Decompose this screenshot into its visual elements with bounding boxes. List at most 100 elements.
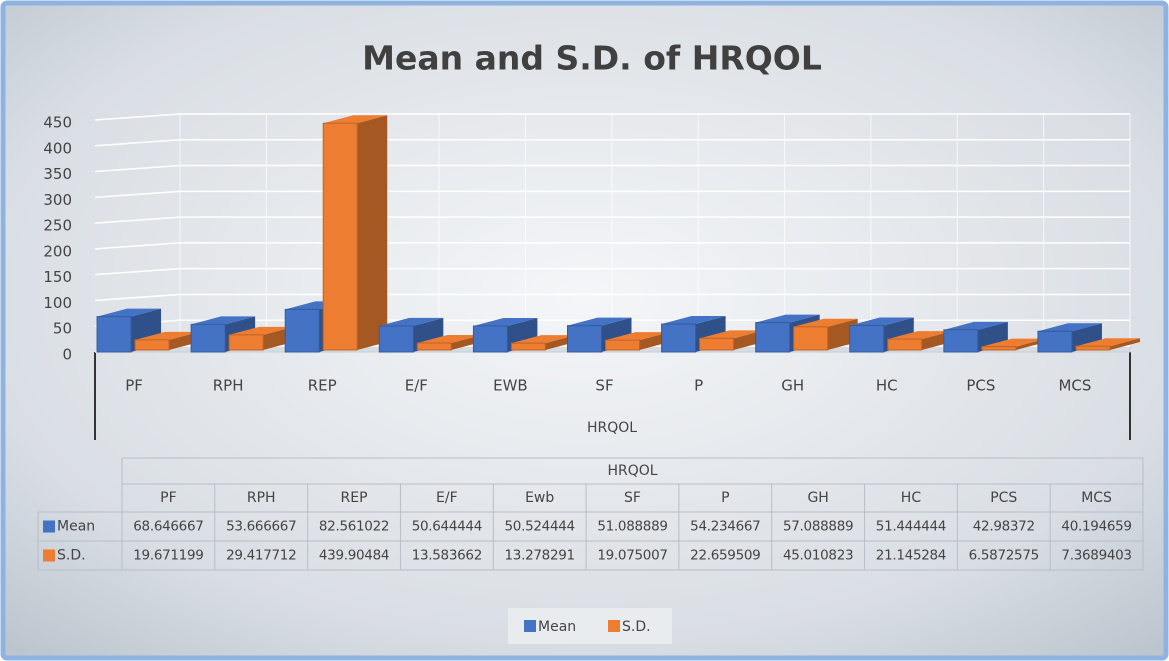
bar bbox=[849, 324, 885, 353]
table-cell: 7.3689403 bbox=[1061, 548, 1131, 564]
x-tick-label: MCS bbox=[1058, 377, 1091, 395]
table-legend-key bbox=[43, 549, 55, 562]
y-tick-label: 100 bbox=[43, 294, 72, 312]
table-cell: 57.088889 bbox=[783, 519, 853, 535]
bar-top bbox=[191, 316, 256, 325]
x-tick-label: REP bbox=[308, 377, 337, 395]
table-legend-key bbox=[43, 520, 55, 533]
y-tick-label: 0 bbox=[62, 346, 72, 364]
table-column-header: HC bbox=[901, 490, 922, 506]
side-grid-line bbox=[94, 293, 181, 302]
side-grid-line bbox=[94, 164, 181, 173]
bar bbox=[1037, 330, 1073, 353]
bar bbox=[472, 325, 508, 353]
bar-top bbox=[887, 331, 952, 340]
table-cell: 29.417712 bbox=[226, 548, 296, 564]
table-cell: 40.194659 bbox=[1061, 519, 1131, 535]
table-column-header: P bbox=[721, 490, 729, 506]
y-tick-label: 350 bbox=[43, 165, 72, 183]
bar bbox=[755, 322, 791, 353]
table-column-header: RPH bbox=[247, 490, 276, 506]
bar-side bbox=[357, 115, 388, 350]
bar-top bbox=[417, 334, 482, 343]
bar-top bbox=[755, 314, 820, 323]
bar bbox=[567, 325, 602, 353]
bar-side bbox=[1109, 338, 1140, 350]
x-tick-label: PCS bbox=[966, 377, 995, 395]
x-tick-label: PF bbox=[125, 377, 143, 395]
table-cell: 22.659509 bbox=[690, 548, 760, 564]
side-grid-line bbox=[94, 139, 181, 147]
table-column-header: MCS bbox=[1081, 490, 1112, 506]
table-title: HRQOL bbox=[607, 463, 657, 479]
table-cell: 19.671199 bbox=[133, 548, 203, 564]
side-grid-line bbox=[94, 113, 181, 121]
x-tick-label: RPH bbox=[213, 377, 244, 395]
y-tick-label: 450 bbox=[43, 114, 72, 132]
bar-top bbox=[473, 317, 538, 326]
table-cell: 50.524444 bbox=[505, 519, 575, 535]
table-cell: 53.666667 bbox=[226, 519, 296, 535]
table-cell: 51.088889 bbox=[597, 519, 667, 535]
y-tick-label: 300 bbox=[43, 191, 72, 209]
bar bbox=[793, 326, 829, 351]
y-tick-label: 200 bbox=[43, 242, 72, 260]
x-tick-label: E/F bbox=[405, 377, 428, 395]
table-cell: 19.075007 bbox=[597, 548, 667, 564]
bar bbox=[322, 122, 358, 351]
x-axis-title: HRQOL bbox=[587, 420, 637, 436]
bar-top bbox=[605, 332, 670, 341]
table-row-header: Mean bbox=[57, 519, 95, 535]
bar bbox=[190, 323, 226, 353]
x-tick-label: EWB bbox=[493, 377, 528, 395]
bar bbox=[134, 339, 170, 351]
table-row-header: S.D. bbox=[57, 548, 86, 564]
bar-top bbox=[229, 326, 294, 335]
y-tick-label: 150 bbox=[43, 268, 72, 286]
bar bbox=[416, 342, 452, 351]
bar bbox=[981, 346, 1017, 351]
bar-top bbox=[567, 317, 632, 326]
legend-key bbox=[524, 620, 536, 632]
bar-top bbox=[849, 317, 914, 326]
bar bbox=[228, 334, 264, 351]
table-cell: 21.145284 bbox=[876, 548, 946, 564]
bar-top bbox=[1037, 323, 1102, 332]
bar bbox=[887, 338, 923, 351]
legend-label: S.D. bbox=[622, 619, 651, 635]
bar bbox=[284, 308, 320, 353]
bar bbox=[661, 323, 697, 353]
bar bbox=[699, 337, 735, 351]
x-tick-label: P bbox=[694, 377, 703, 395]
table-cell: 54.234667 bbox=[690, 519, 760, 535]
table-column-header: E/F bbox=[436, 490, 458, 506]
bar bbox=[96, 316, 132, 353]
table-cell: 6.5872575 bbox=[969, 548, 1039, 564]
legend-key bbox=[608, 620, 620, 632]
table-cell: 42.98372 bbox=[973, 519, 1035, 535]
table-cell: 51.444444 bbox=[876, 519, 946, 535]
bar-top bbox=[323, 115, 388, 124]
table-cell: 439.90484 bbox=[319, 548, 389, 564]
bar-top bbox=[97, 308, 162, 317]
table-column-header: REP bbox=[341, 490, 368, 506]
table-column-header: GH bbox=[807, 490, 828, 506]
table-column-header: PCS bbox=[990, 490, 1017, 506]
side-grid-line bbox=[94, 267, 181, 276]
bar-top bbox=[511, 335, 576, 344]
table-cell: 82.561022 bbox=[319, 519, 389, 535]
side-grid-line bbox=[94, 216, 181, 224]
bar-top bbox=[135, 331, 200, 340]
bar bbox=[943, 329, 979, 353]
table-cell: 45.010823 bbox=[783, 548, 853, 564]
axis-frame bbox=[94, 352, 1131, 440]
y-tick-label: 250 bbox=[43, 217, 72, 235]
y-tick-label: 50 bbox=[53, 320, 72, 338]
y-tick-label: 400 bbox=[43, 139, 72, 157]
bar-top bbox=[699, 330, 764, 339]
chart-title: Mean and S.D. of HRQOL bbox=[362, 39, 822, 78]
bar-top bbox=[379, 317, 444, 326]
bar-top bbox=[943, 321, 1008, 330]
